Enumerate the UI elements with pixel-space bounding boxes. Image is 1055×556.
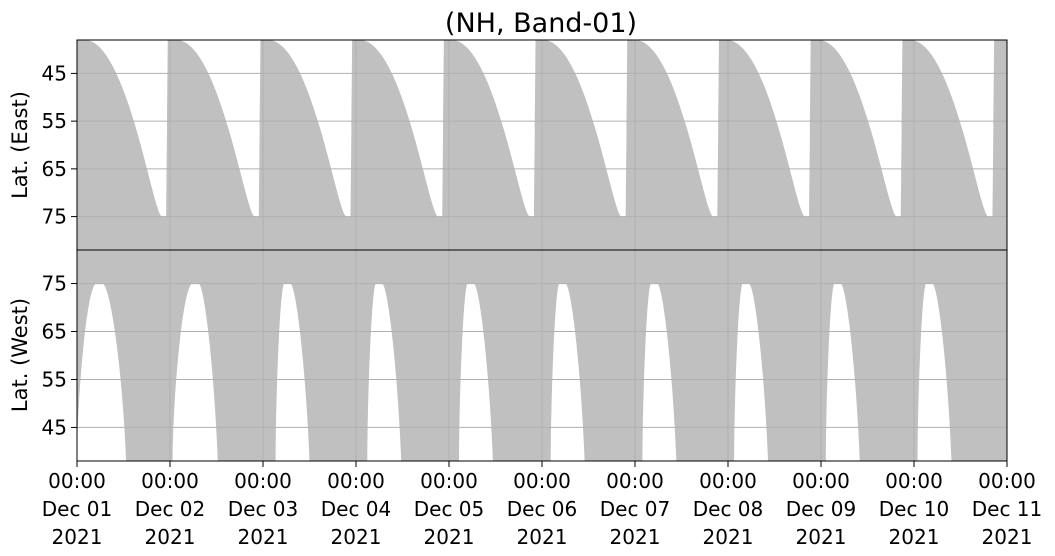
x-tick-label: Dec 02 (135, 497, 206, 521)
x-tick-label: 00:00 (606, 469, 664, 493)
y-tick-label-west: 45 (42, 415, 67, 439)
gap-band-east (268, 40, 353, 217)
gap-band-west (642, 283, 677, 461)
x-tick-label: 2021 (238, 525, 289, 549)
x-tick-label: 00:00 (513, 469, 571, 493)
x-tick-label: 2021 (610, 525, 661, 549)
x-tick-label: 2021 (145, 525, 196, 549)
gap-band-east (84, 40, 168, 217)
gap-band-west (825, 283, 860, 461)
x-tick-label: Dec 04 (321, 497, 392, 521)
gap-band-east (451, 40, 536, 217)
panel-west: 45 55 65 75 (42, 249, 1008, 462)
x-tick-label: 00:00 (978, 469, 1036, 493)
x-tick-label: Dec 10 (879, 497, 950, 521)
gap-band-west (172, 283, 218, 461)
y-tick-label-east: 45 (42, 61, 67, 85)
x-tick-label: 2021 (331, 525, 382, 549)
x-tick-label: Dec 05 (414, 497, 485, 521)
x-tick-label: 2021 (889, 525, 940, 549)
gap-band-west (459, 283, 493, 461)
gap-band-east (176, 40, 261, 217)
x-tick-label: Dec 08 (693, 497, 764, 521)
gap-band-west (77, 283, 127, 461)
gap-band-east (543, 40, 628, 217)
y-tick-label-west: 65 (42, 320, 67, 344)
y-tick-label-east: 65 (42, 157, 67, 181)
x-tick-label: 00:00 (327, 469, 385, 493)
y-tick-label-west: 75 (42, 272, 67, 296)
gap-band-west (917, 283, 952, 461)
x-tick-label: 00:00 (792, 469, 850, 493)
x-tick-label: 2021 (517, 525, 568, 549)
x-tick-label: 2021 (424, 525, 475, 549)
y-axis-label-east: Lat. (East) (8, 91, 32, 199)
x-tick-label: Dec 09 (786, 497, 857, 521)
y-tick-label-east: 55 (42, 109, 67, 133)
gap-band-east (818, 40, 903, 217)
gap-band-east (359, 40, 444, 217)
y-tick-label-west: 55 (42, 367, 67, 391)
gap-band-east (635, 40, 719, 217)
chart-title: (NH, Band-01) (445, 8, 637, 39)
x-tick-label: 2021 (703, 525, 754, 549)
panel-east: 45 55 65 75 (42, 39, 1008, 251)
x-tick-label: 00:00 (885, 469, 943, 493)
x-tick-label: 00:00 (699, 469, 757, 493)
y-axis-label-west: Lat. (West) (8, 298, 32, 412)
gap-band-east (726, 40, 811, 217)
gap-band-west (275, 283, 310, 461)
x-tick-label: Dec 01 (42, 497, 113, 521)
x-tick-label: 00:00 (141, 469, 199, 493)
x-tick-label: 00:00 (420, 469, 478, 493)
x-tick-label: Dec 07 (600, 497, 671, 521)
x-tick-label: 00:00 (234, 469, 292, 493)
x-tick-label: 2021 (982, 525, 1033, 549)
y-tick-label-east: 75 (42, 205, 67, 229)
gap-band-west (550, 283, 585, 461)
gap-band-east (910, 40, 995, 217)
x-axis: 00:00 Dec 01 2021 00:00 Dec 02 2021 00:00 Dec 0… (42, 461, 1043, 549)
gap-band-west (734, 283, 769, 461)
x-tick-label: 00:00 (48, 469, 106, 493)
x-tick-label: Dec 06 (507, 497, 578, 521)
gap-band-west (367, 283, 402, 461)
x-tick-label: 2021 (796, 525, 847, 549)
x-tick-label: Dec 11 (972, 497, 1043, 521)
x-tick-label: Dec 03 (228, 497, 299, 521)
x-tick-label: 2021 (52, 525, 103, 549)
